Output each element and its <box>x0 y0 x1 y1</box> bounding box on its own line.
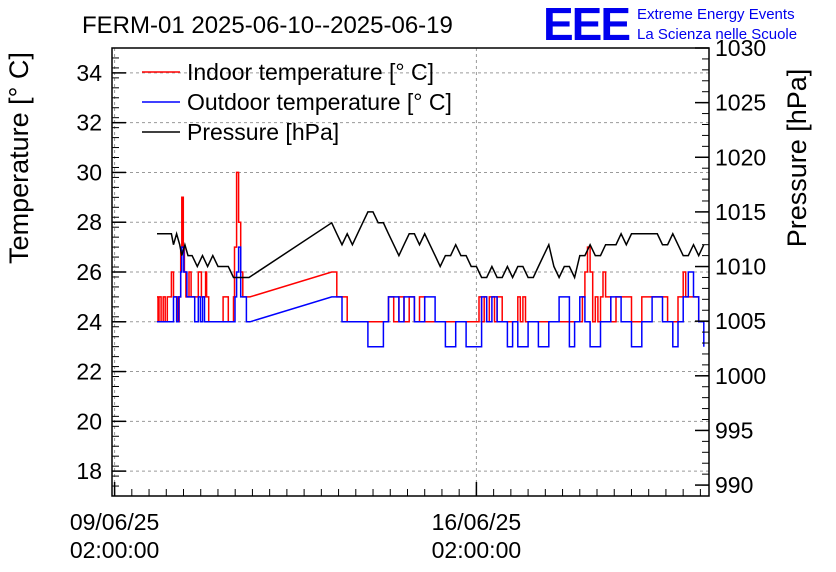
series-layer <box>157 171 705 348</box>
legend-label: Indoor temperature [° C] <box>187 59 434 85</box>
y-tick-label: 28 <box>76 209 102 235</box>
logo-line-1: Extreme Energy Events <box>637 6 795 23</box>
y2-tick-label: 1005 <box>715 308 766 334</box>
y2-axis-label: Pressure [hPa] <box>782 69 812 248</box>
y-tick-label: 30 <box>76 159 102 185</box>
series-line-0 <box>157 171 704 323</box>
x-tick-label-date: 09/06/25 <box>70 509 160 535</box>
series-line-1 <box>157 246 705 348</box>
y2-tick-label: 990 <box>715 472 753 498</box>
y-tick-label: 22 <box>76 359 102 385</box>
y2-tick-label: 1025 <box>715 90 766 116</box>
y-tick-label: 32 <box>76 110 102 136</box>
y-tick-label: 20 <box>76 408 102 434</box>
chart-title: FERM-01 2025-06-10--2025-06-19 <box>82 12 453 39</box>
y2-tick-label: 995 <box>715 417 753 443</box>
x-tick-label-date: 16/06/25 <box>432 509 522 535</box>
eee-logo-mark: EEE <box>543 0 629 50</box>
y2-tick-label: 1030 <box>715 35 766 61</box>
y-tick-label: 26 <box>76 259 102 285</box>
logo-line-2: La Scienza nelle Scuole <box>637 26 797 43</box>
axes: 18 20 22 24 26 28 30 32 34 990 995 1000 1005 1010 1015… <box>70 35 766 563</box>
y-tick-label: 34 <box>76 60 102 86</box>
y-tick-label: 18 <box>76 458 102 484</box>
legend-label: Outdoor temperature [° C] <box>187 89 452 115</box>
y2-tick-label: 1000 <box>715 363 766 389</box>
y2-tick-label: 1020 <box>715 144 766 170</box>
x-tick-label-time: 02:00:00 <box>70 537 160 563</box>
y-tick-label: 24 <box>76 309 102 335</box>
y2-tick-label: 1015 <box>715 199 766 225</box>
y2-tick-label: 1010 <box>715 254 766 280</box>
series-line-2 <box>157 211 705 280</box>
y-axis-label: Temperature [° C] <box>4 52 34 264</box>
eee-logo: EEE Extreme Energy Events La Scienza nel… <box>543 0 797 50</box>
x-tick-label-time: 02:00:00 <box>432 537 522 563</box>
legend: Indoor temperature [° C] Outdoor temperat… <box>142 59 452 145</box>
legend-label: Pressure [hPa] <box>187 119 339 145</box>
